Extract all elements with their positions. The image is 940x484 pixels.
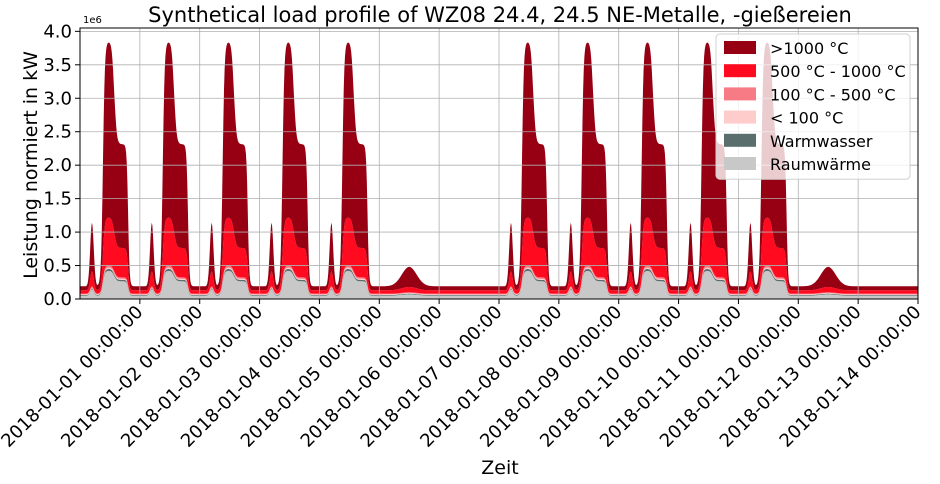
y-tick-label: 0.0 <box>43 289 72 310</box>
chart-title: Synthetical load profile of WZ08 24.4, 2… <box>148 3 852 27</box>
legend-label: < 100 °C <box>770 109 843 128</box>
x-axis-label: Zeit <box>481 457 518 479</box>
y-tick-label: 3.5 <box>43 55 72 76</box>
area--1000-c <box>80 42 918 291</box>
legend-swatch <box>724 157 756 170</box>
legend-swatch <box>724 87 756 101</box>
legend-box <box>715 33 911 180</box>
legend-label: 500 °C - 1000 °C <box>770 62 906 81</box>
legend-label: >1000 °C <box>770 39 848 58</box>
legend-swatch <box>724 133 756 147</box>
y-scale-label: 1e6 <box>83 15 102 26</box>
legend: >1000 °C 500 °C - 1000 °C 100 °C - 500 °C <… <box>715 33 911 180</box>
area-raumw-rme <box>80 271 918 299</box>
y-tick-label: 2.0 <box>43 155 72 176</box>
y-tick-label: 4.0 <box>43 21 72 42</box>
legend-label: Warmwasser <box>770 132 873 151</box>
y-tick-label: 0.5 <box>43 256 72 277</box>
y-tick-label: 2.5 <box>43 122 72 143</box>
legend-swatch <box>724 64 756 78</box>
legend-swatch <box>724 41 756 54</box>
legend-label: Raumwärme <box>770 155 871 174</box>
stacked-areas <box>80 42 918 299</box>
y-tick-label: 3.0 <box>43 88 72 109</box>
legend-swatch <box>724 110 756 124</box>
area-500-c-1000-c <box>80 217 918 294</box>
y-axis-label: Leistung normiert in kW <box>20 51 42 279</box>
y-axis: 0.0 0.5 1.0 1.5 2.0 2.5 3.0 3.5 4.0 <box>43 21 80 310</box>
legend-label: 100 °C - 500 °C <box>770 85 896 104</box>
y-tick-label: 1.0 <box>43 222 72 243</box>
y-tick-label: 1.5 <box>43 189 72 210</box>
